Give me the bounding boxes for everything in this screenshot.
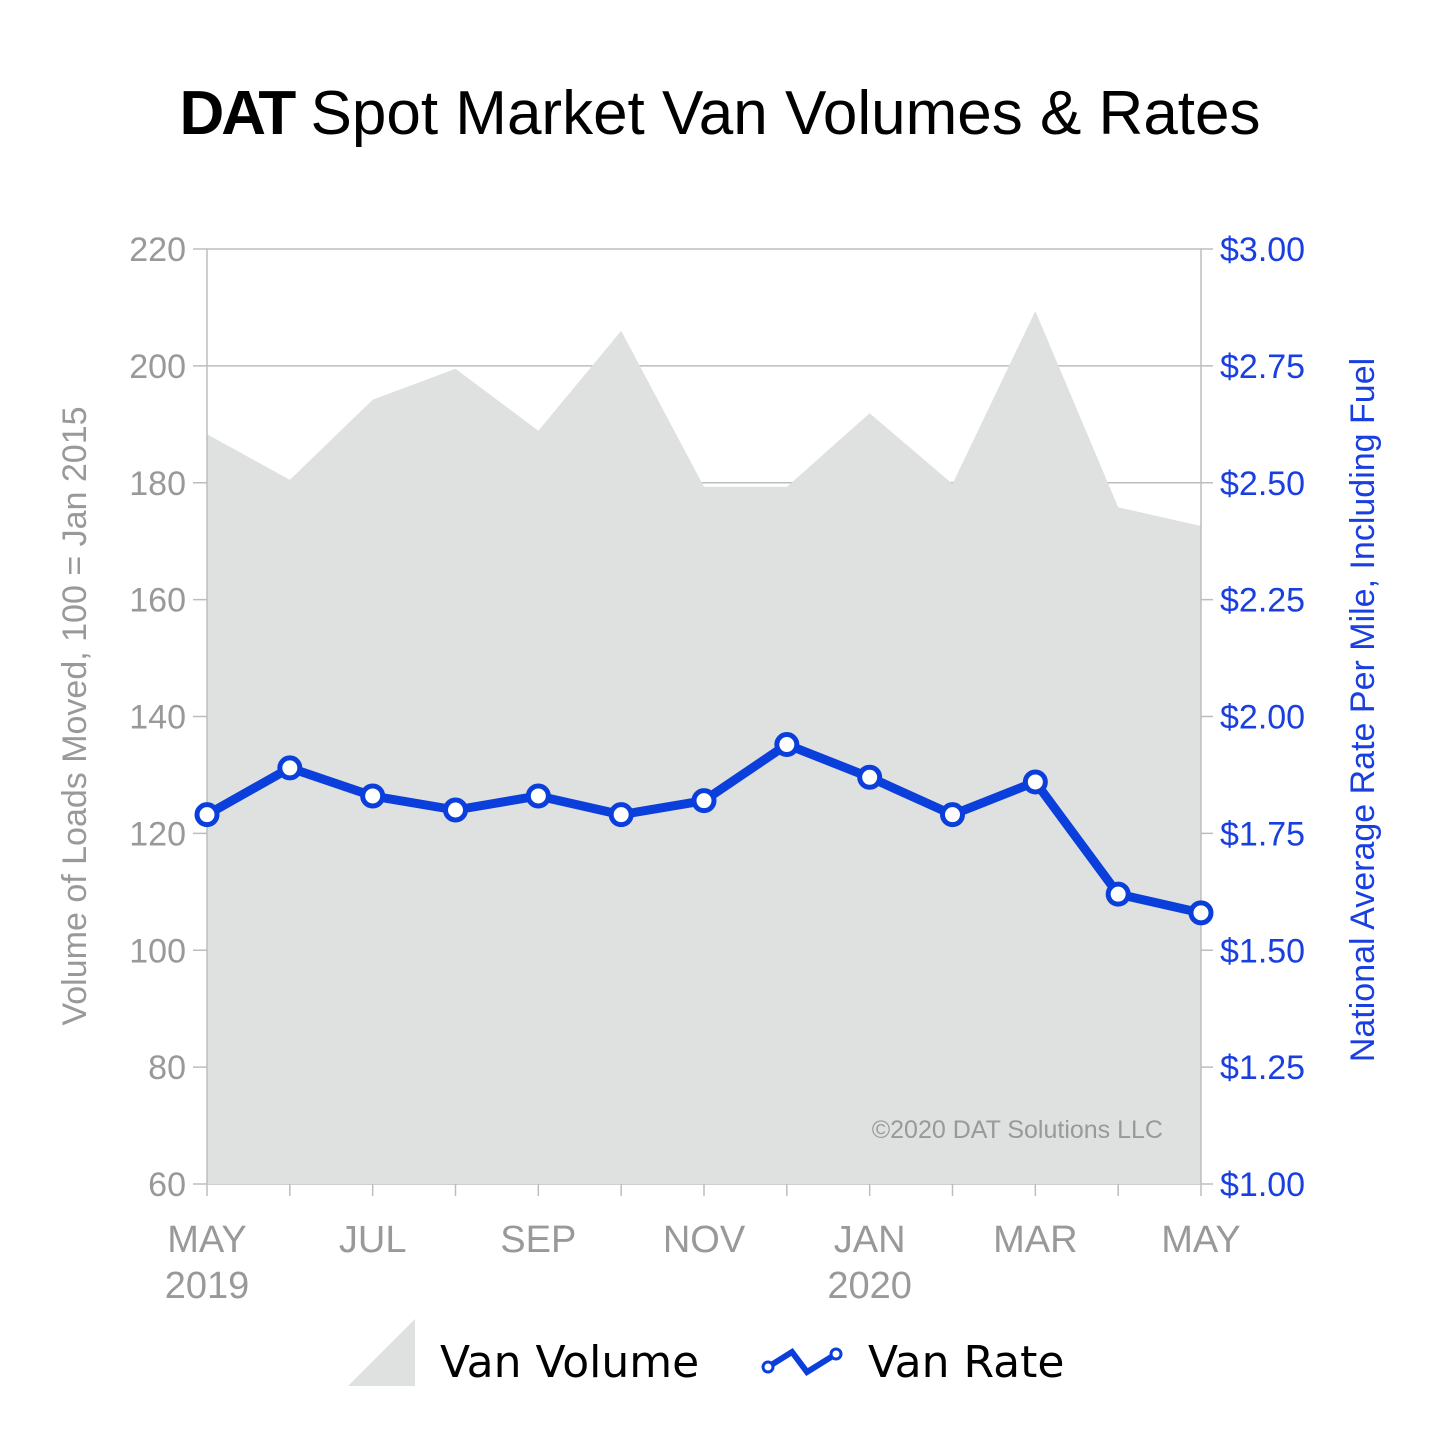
right-tick-label: $1.00 (1220, 1166, 1305, 1204)
x-tick-year: 2019 (165, 1265, 250, 1307)
van-rate-point (443, 797, 468, 823)
left-tick-label: 200 (129, 348, 186, 386)
van-rate-point (1022, 769, 1048, 795)
dat-logo: DAT (179, 79, 296, 148)
left-tick-label: 140 (129, 699, 186, 737)
legend-volume-label: Van Volume (440, 1337, 699, 1388)
van-volume-area (207, 310, 1201, 1185)
right-tick-label: $2.25 (1220, 582, 1305, 620)
left-tick-label: 80 (148, 1049, 186, 1087)
left-tick-label: 160 (129, 582, 186, 620)
right-tick-label: $1.75 (1220, 815, 1305, 853)
legend-rate-label: Van Rate (868, 1337, 1064, 1388)
x-tick-label: JAN (834, 1219, 906, 1261)
x-tick-year: 2020 (827, 1265, 912, 1307)
van-rate-point (525, 783, 551, 809)
van-rate-point (857, 764, 883, 790)
van-rate-point (774, 732, 800, 758)
van-rate-point (194, 802, 220, 828)
x-tick-label: JUL (339, 1219, 407, 1261)
right-axis-label: National Average Rate Per Mile, Includin… (1344, 358, 1382, 1062)
left-axis-label: Volume of Loads Moved, 100 = Jan 2015 (56, 406, 94, 1025)
van-rate-point (360, 783, 386, 809)
legend: Van Volume Van Rate (348, 1319, 1064, 1388)
right-tick-label: $2.00 (1220, 699, 1305, 737)
van-rate-point (691, 788, 717, 814)
right-tick-label: $2.75 (1220, 348, 1305, 386)
van-rate-point (1105, 881, 1131, 907)
legend-rate-swatch (761, 1347, 843, 1376)
legend-volume-swatch (348, 1319, 415, 1386)
x-tick-label: MAY (1161, 1219, 1241, 1261)
x-tick-label: MAR (993, 1219, 1077, 1261)
left-tick-label: 100 (129, 932, 186, 970)
x-tick-label: NOV (663, 1219, 746, 1261)
chart-title: DAT Spot Market Van Volumes & Rates (0, 78, 1440, 149)
left-tick-label: 180 (129, 465, 186, 503)
van-rate-point (940, 802, 965, 828)
left-tick-label: 120 (129, 815, 186, 853)
van-rate-point (1188, 900, 1214, 926)
x-tick-label: MAY (167, 1219, 247, 1261)
x-tick-label: SEP (500, 1219, 576, 1261)
right-tick-label: $1.50 (1220, 932, 1305, 970)
van-rate-point (277, 755, 303, 781)
right-tick-label: $3.00 (1220, 231, 1305, 269)
title-text: Spot Market Van Volumes & Rates (310, 79, 1261, 148)
right-tick-label: $2.50 (1220, 465, 1305, 503)
van-rate-point (608, 802, 634, 828)
right-tick-label: $1.25 (1220, 1049, 1305, 1087)
left-tick-label: 60 (148, 1166, 186, 1204)
copyright: ©2020 DAT Solutions LLC (872, 1116, 1163, 1144)
left-tick-label: 220 (129, 231, 186, 269)
